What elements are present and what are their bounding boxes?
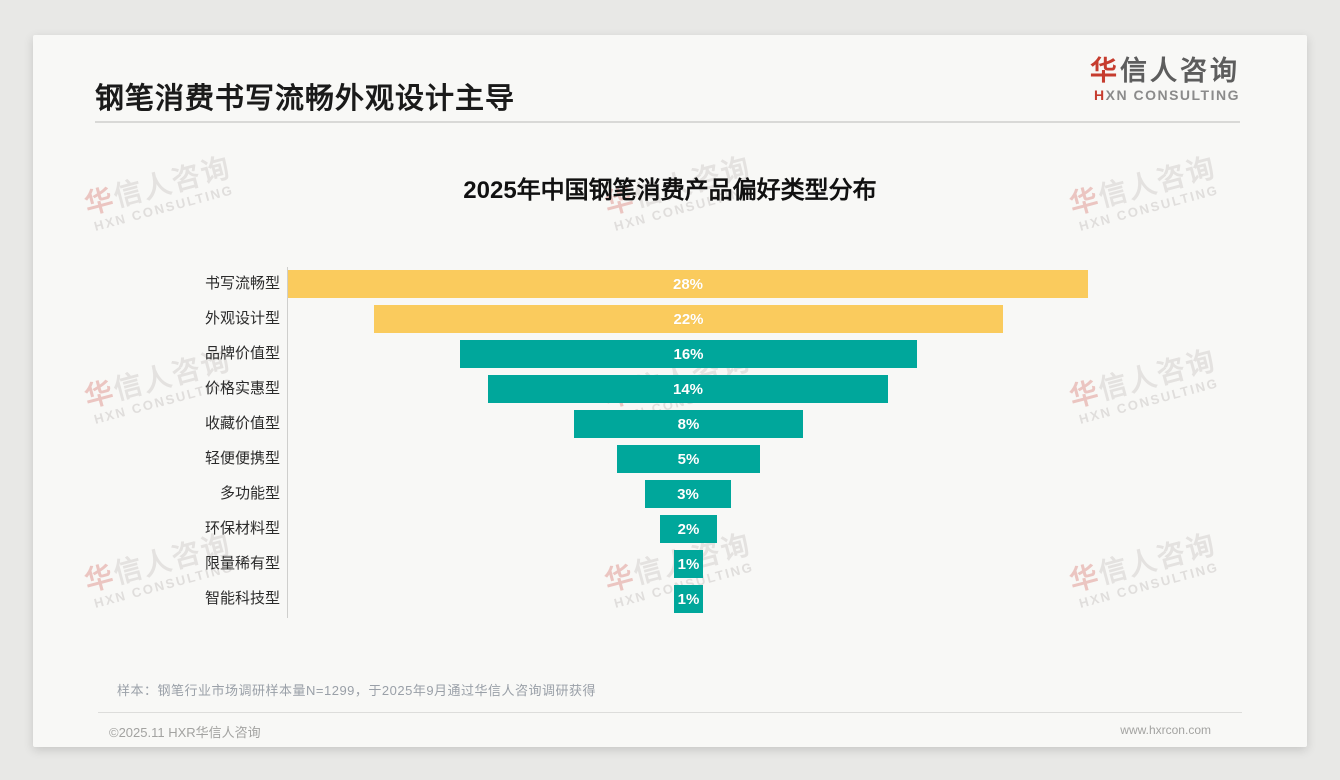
footer-divider [98, 712, 1242, 713]
funnel-bar: 8% [574, 410, 803, 438]
funnel-row: 外观设计型 22% [33, 305, 1093, 333]
logo-english-text: HXN CONSULTING [1090, 87, 1240, 104]
funnel-bar: 16% [460, 340, 917, 368]
funnel-plot-area: 3% [288, 480, 1088, 508]
funnel-row: 品牌价值型 16% [33, 340, 1093, 368]
funnel-plot-area: 5% [288, 445, 1088, 473]
category-label: 品牌价值型 [204, 345, 280, 362]
funnel-plot-area: 22% [288, 305, 1088, 333]
bar-value-label: 8% [677, 415, 700, 433]
company-logo: 华信人咨询 HXN CONSULTING [1090, 56, 1240, 104]
logo-cn-accent: 华 [1090, 56, 1120, 86]
bar-value-label: 14% [672, 380, 704, 398]
funnel-row: 限量稀有型 1% [33, 550, 1093, 578]
category-label: 智能科技型 [204, 590, 280, 607]
bar-value-label: 1% [677, 555, 700, 573]
funnel-bar: 14% [488, 375, 888, 403]
funnel-row: 收藏价值型 8% [33, 410, 1093, 438]
bar-value-label: 2% [677, 520, 700, 538]
funnel-row: 书写流畅型 28% [33, 270, 1093, 298]
funnel-bar: 1% [674, 585, 703, 613]
funnel-plot-area: 14% [288, 375, 1088, 403]
category-label: 外观设计型 [204, 310, 280, 327]
logo-en-accent: H [1094, 86, 1106, 103]
funnel-plot-area: 1% [288, 550, 1088, 578]
bar-value-label: 1% [677, 590, 700, 608]
funnel-bar: 2% [660, 515, 717, 543]
copyright-text: ©2025.11 HXR华信人咨询 [109, 725, 261, 740]
page-title: 钢笔消费书写流畅外观设计主导 [95, 83, 516, 115]
category-label: 限量稀有型 [204, 555, 280, 572]
logo-cn-rest: 信人咨询 [1120, 56, 1240, 86]
funnel-plot-area: 8% [288, 410, 1088, 438]
bar-value-label: 28% [672, 275, 704, 293]
bar-value-label: 16% [673, 345, 704, 363]
website-url: www.hxrcon.com [1120, 723, 1211, 737]
funnel-bar: 3% [645, 480, 731, 508]
bar-value-label: 22% [673, 310, 704, 328]
report-card: 华信人咨询 HXN CONSULTING 华信人咨询 HXN CONSULTING 华信… [33, 35, 1307, 747]
funnel-row: 环保材料型 2% [33, 515, 1093, 543]
category-label: 价格实惠型 [204, 380, 280, 397]
funnel-plot-area: 2% [288, 515, 1088, 543]
bar-value-label: 3% [677, 485, 699, 503]
title-divider [95, 121, 1240, 123]
category-label: 多功能型 [219, 485, 280, 502]
chart-title: 2025年中国钢笔消费产品偏好类型分布 [463, 177, 877, 204]
funnel-row: 智能科技型 1% [33, 585, 1093, 613]
funnel-bar: 28% [288, 270, 1088, 298]
funnel-plot-area: 16% [288, 340, 1088, 368]
funnel-bar: 1% [674, 550, 703, 578]
funnel-chart: 书写流畅型 28% 外观设计型 22% 品牌价值型 16% 价格实惠型 14% 收藏价值型 8% 轻… [33, 267, 1093, 618]
funnel-bar: 5% [617, 445, 760, 473]
logo-chinese-text: 华信人咨询 [1090, 56, 1240, 87]
funnel-row: 价格实惠型 14% [33, 375, 1093, 403]
category-label: 环保材料型 [204, 520, 280, 537]
funnel-row: 轻便便携型 5% [33, 445, 1093, 473]
logo-en-rest: XN CONSULTING [1105, 86, 1240, 103]
chart-axis-line [287, 267, 288, 618]
category-label: 收藏价值型 [204, 415, 280, 432]
funnel-plot-area: 1% [288, 585, 1088, 613]
bar-value-label: 5% [677, 450, 700, 468]
category-label: 书写流畅型 [204, 275, 280, 292]
funnel-row: 多功能型 3% [33, 480, 1093, 508]
funnel-plot-area: 28% [288, 270, 1088, 298]
sample-footnote: 样本：钢笔行业市场调研样本量N=1299，于2025年9月通过华信人咨询调研获得 [117, 683, 597, 698]
category-label: 轻便便携型 [204, 450, 280, 467]
funnel-bar: 22% [374, 305, 1003, 333]
